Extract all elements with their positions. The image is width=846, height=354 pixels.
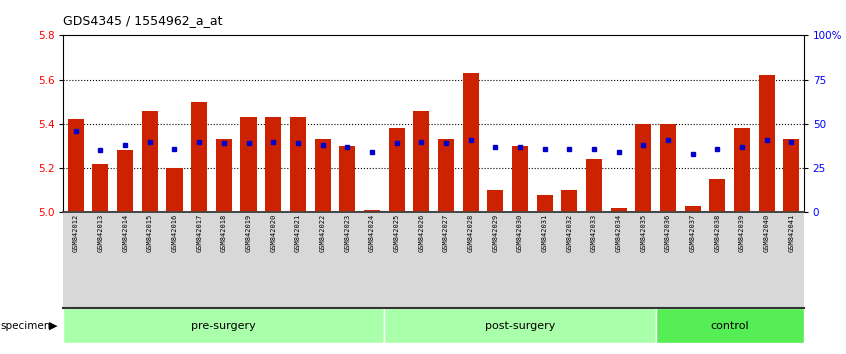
Text: control: control [711,321,749,331]
Bar [709,179,725,212]
Bar [586,159,602,212]
Bar [783,139,799,212]
Bar [734,128,750,212]
Bar [216,139,232,212]
Bar [512,146,528,212]
Bar [142,110,158,212]
Bar [364,210,380,212]
FancyBboxPatch shape [384,308,656,343]
Bar [660,124,676,212]
Text: ▶: ▶ [49,321,58,331]
Bar [536,195,552,212]
Bar [388,128,404,212]
Bar [413,110,429,212]
Bar [684,206,700,212]
Bar [92,164,108,212]
Bar [117,150,133,212]
Text: specimen: specimen [1,321,52,331]
Bar [315,139,331,212]
Bar [611,208,627,212]
FancyBboxPatch shape [63,308,384,343]
Bar [265,117,281,212]
Bar [339,146,355,212]
Bar [487,190,503,212]
Bar [191,102,207,212]
Bar [759,75,775,212]
Bar [167,168,183,212]
Bar [561,190,577,212]
Text: pre-surgery: pre-surgery [191,321,256,331]
Bar [290,117,306,212]
Text: post-surgery: post-surgery [485,321,555,331]
Bar [463,73,479,212]
Bar [635,124,651,212]
Text: GDS4345 / 1554962_a_at: GDS4345 / 1554962_a_at [63,14,223,27]
Bar [240,117,256,212]
Bar [68,119,84,212]
FancyBboxPatch shape [656,308,804,343]
Bar [438,139,454,212]
